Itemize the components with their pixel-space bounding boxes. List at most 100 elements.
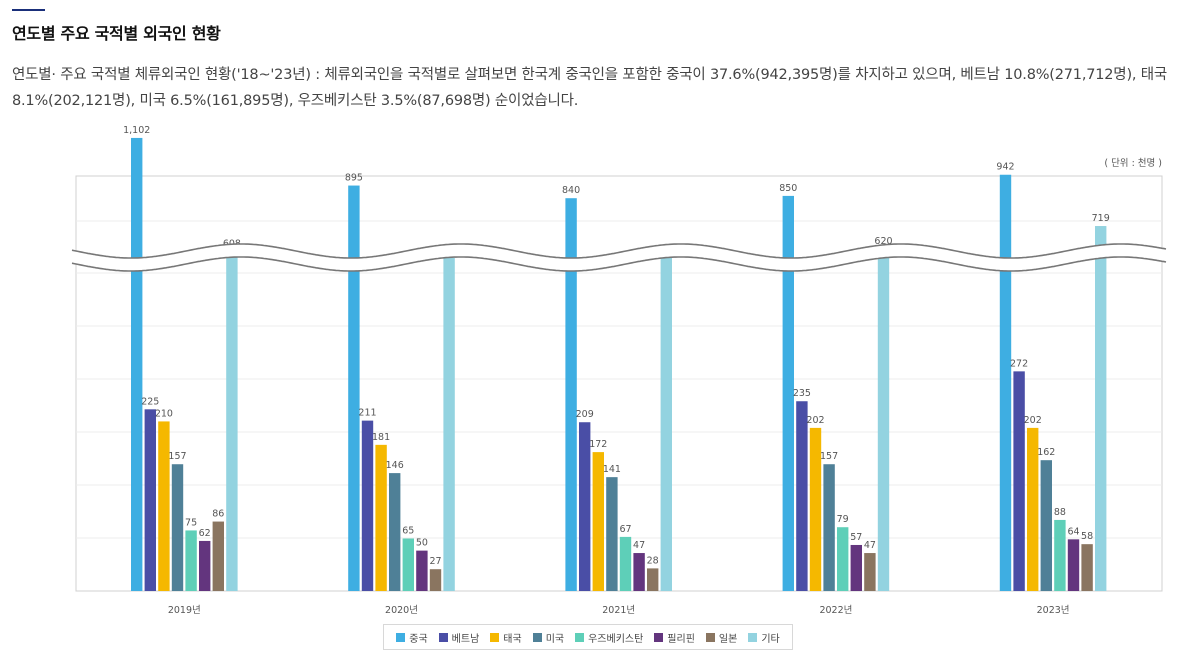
bar-태국 [158,421,170,591]
legend-item: 미국 [532,630,565,645]
bar-chart: 1,1022252101577562866082019년895211181146… [71,125,1167,616]
data-label: 47 [633,540,645,551]
bar-기타 [226,251,238,591]
bar-기타 [877,248,890,592]
data-label: 79 [837,514,849,525]
bar-필리핀 [633,553,645,591]
data-label: 141 [603,464,621,475]
data-label: 47 [864,540,876,551]
axis-break-line-bottom [71,256,1167,272]
data-label: 895 [345,173,363,184]
legend-label: 일본 [718,633,738,645]
x-tick-label: 2020년 [385,605,418,616]
legend-item: 베트남 [438,630,480,645]
bar-미국 [389,473,401,591]
bar-베트남 [796,401,808,591]
data-label: 202 [806,415,824,426]
bar-일본 [864,553,876,591]
legend-swatch [438,632,448,642]
data-label: 202 [1024,415,1042,426]
bar-기타 [443,258,455,591]
data-label: 225 [141,396,159,407]
bar-우즈베키스탄 [837,527,849,591]
x-tick-label: 2021년 [602,605,635,616]
legend-swatch [532,632,542,642]
bar-필리핀 [850,544,862,591]
bar-중국 [565,198,577,591]
bar-일본 [212,521,224,591]
bar-중국 [782,195,794,591]
data-label: 1,102 [123,125,150,136]
bar-미국 [171,464,184,591]
data-label: 172 [589,439,607,450]
legend-swatch [490,632,500,642]
data-label: 157 [168,451,186,462]
bar-베트남 [144,409,156,591]
bar-우즈베키스탄 [185,530,197,591]
legend-label: 우즈베키스탄 [588,633,644,645]
data-label: 210 [155,408,173,419]
data-label: 65 [402,526,414,537]
data-label: 88 [1054,507,1066,518]
bar-기타 [1095,226,1107,591]
data-label: 850 [779,183,797,194]
data-label: 235 [793,388,811,399]
bar-필리핀 [199,540,211,591]
bar-우즈베키스탄 [402,538,414,591]
bar-중국 [131,137,143,591]
bar-기타 [660,258,672,591]
legend-swatch [748,632,758,642]
legend-label: 기타 [761,633,780,645]
legend-item: 중국 [396,630,428,645]
bar-일본 [429,569,442,591]
bar-중국 [348,185,360,592]
data-label: 64 [1067,526,1079,537]
bar-베트남 [1013,371,1025,591]
legend-label: 필리핀 [667,633,695,645]
legend-label: 미국 [545,633,565,645]
data-label: 86 [212,509,224,520]
bar-베트남 [579,422,591,591]
data-label: 58 [1081,531,1093,542]
bar-필리핀 [416,550,428,591]
unit-label: ( 단위 : 천명 ) [1104,158,1162,169]
bar-미국 [823,464,835,591]
bar-미국 [606,477,618,591]
data-label: 211 [358,408,376,419]
bar-미국 [1040,460,1052,591]
page-description: 연도별· 주요 국적별 체류외국인 현황('18~'23년) : 체류외국인을 … [12,67,1168,109]
chart-legend: 중국 베트남 태국 미국 우즈베키스탄 필리핀 일본 기타 [383,624,793,650]
data-label: 62 [199,528,211,539]
data-label: 620 [874,236,892,247]
x-tick-label: 2019년 [168,605,201,616]
data-label: 162 [1037,447,1055,458]
data-label: 67 [619,524,631,535]
page-title: 연도별 주요 국적별 외국인 현황 [12,24,221,43]
legend-item: 태국 [490,630,522,645]
bar-우즈베키스탄 [619,536,632,591]
bar-일본 [1081,544,1093,591]
data-label: 146 [386,460,404,471]
bar-일본 [647,568,659,591]
legend-item: 필리핀 [654,630,695,645]
data-label: 719 [1092,213,1110,224]
bar-태국 [592,452,604,591]
legend-swatch [705,632,715,642]
data-label: 157 [820,451,838,462]
data-label: 942 [996,162,1014,173]
legend-item: 기타 [748,630,780,645]
data-label: 209 [576,409,594,420]
bar-태국 [375,444,387,591]
bar-중국 [999,174,1012,592]
bar-태국 [809,427,822,591]
data-label: 840 [562,185,580,196]
data-label: 27 [429,556,441,567]
title-accent-line [12,9,45,11]
data-label: 272 [1010,358,1028,369]
x-tick-label: 2023년 [1037,605,1070,616]
bar-베트남 [361,420,374,591]
data-label: 28 [647,555,659,566]
legend-label: 베트남 [451,633,480,645]
legend-label: 태국 [503,633,522,645]
legend-swatch [396,632,406,642]
